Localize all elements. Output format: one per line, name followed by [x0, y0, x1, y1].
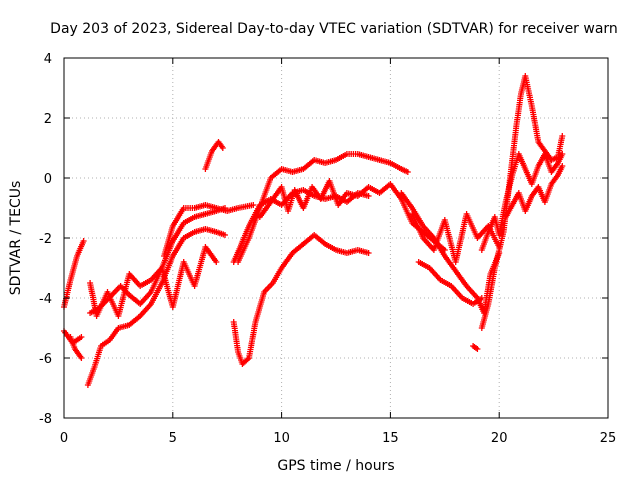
y-tick-label: 4 — [44, 52, 52, 67]
data-marks — [61, 73, 566, 388]
marker-trace — [61, 238, 87, 310]
series-track-14 — [409, 211, 503, 265]
series-track-6 — [87, 244, 220, 319]
series-track-5 — [87, 205, 228, 316]
marker-trace — [84, 226, 228, 388]
marker-trace — [478, 151, 566, 253]
chart-title: Day 203 of 2023, Sidereal Day-to-day VTE… — [50, 21, 618, 37]
y-tick-label: -6 — [39, 352, 52, 367]
marker-trace — [67, 334, 85, 361]
marker-trace — [470, 343, 481, 352]
y-axis-ticks: -8 -6 -4 -2 0 2 4 — [39, 52, 608, 427]
marker-trace — [87, 244, 220, 319]
marker-trace — [415, 259, 485, 307]
marker-trace — [161, 202, 257, 259]
marker-trace — [230, 232, 372, 367]
series-track-18 — [502, 163, 566, 220]
series-track-7 — [161, 202, 257, 259]
y-tick-label: -4 — [39, 292, 52, 307]
x-tick-label: 5 — [169, 431, 177, 446]
series-track-4 — [84, 226, 228, 388]
series-track-8 — [202, 139, 226, 172]
y-tick-label: -2 — [39, 232, 52, 247]
series-track-19 — [470, 343, 481, 352]
y-axis-label: SDTVAR / TECUs — [8, 181, 24, 296]
series-track-1 — [61, 238, 87, 310]
grid-lines — [64, 58, 608, 418]
x-tick-label: 0 — [60, 431, 68, 446]
marker-trace — [235, 151, 411, 265]
x-tick-label: 25 — [600, 431, 617, 446]
y-tick-label: 2 — [44, 112, 52, 127]
x-tick-label: 20 — [491, 431, 508, 446]
y-tick-label: -8 — [39, 412, 52, 427]
y-tick-label: 0 — [44, 172, 52, 187]
marker-trace — [502, 163, 566, 220]
x-tick-label: 15 — [382, 431, 399, 446]
marker-trace — [409, 211, 503, 265]
x-axis-label: GPS time / hours — [277, 458, 394, 474]
series-track-11 — [235, 151, 411, 265]
marker-trace — [87, 205, 228, 316]
series-track-9 — [230, 232, 372, 367]
series-track-3 — [67, 334, 85, 361]
marker-trace — [202, 139, 226, 172]
series-track-17 — [478, 151, 566, 253]
x-axis-ticks: 0 5 10 15 20 25 — [60, 58, 616, 446]
x-tick-label: 10 — [273, 431, 290, 446]
series-track-15 — [415, 259, 485, 307]
